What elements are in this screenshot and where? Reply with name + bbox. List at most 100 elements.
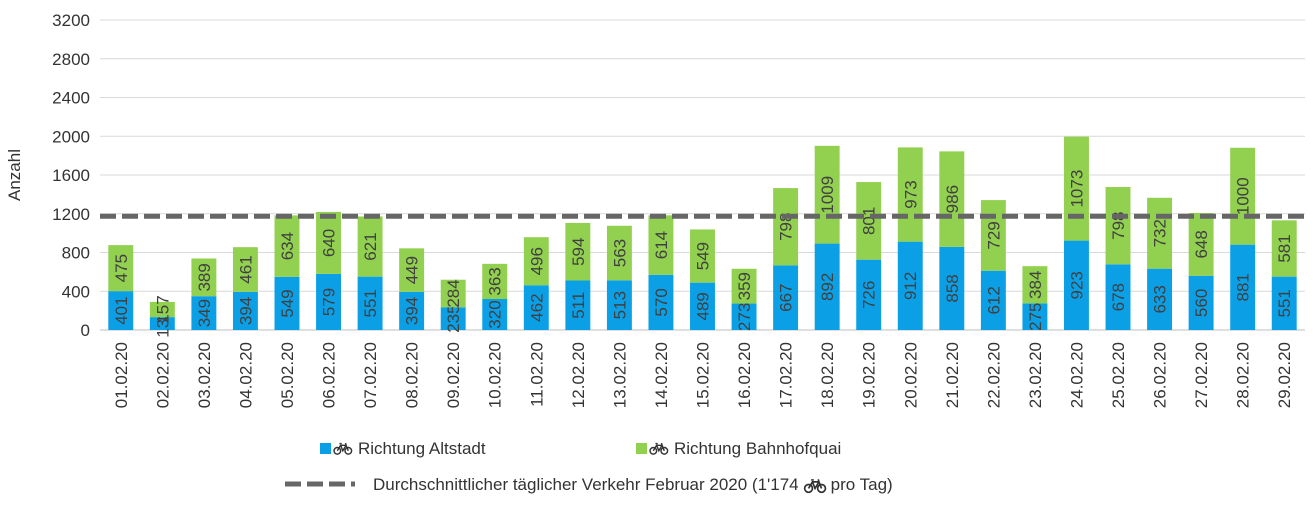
value-label: 551 [1275,289,1294,317]
bar-segment [856,259,882,330]
value-label: 475 [112,254,131,282]
legend-swatch [320,443,331,454]
value-label: 275 [1026,302,1045,330]
bike-icon [803,479,827,494]
bar-segment [814,145,840,244]
y-tick-label: 3200 [52,11,90,30]
x-tick-label: 08.02.20 [403,342,422,408]
value-label: 384 [1026,271,1045,299]
x-tick-label: 18.02.20 [818,342,837,408]
y-tick-label: 0 [81,321,90,340]
x-tick-label: 11.02.20 [527,342,546,407]
bar-segment [108,291,134,330]
value-label: 563 [610,239,629,267]
legend-label: pro Tag) [831,475,893,494]
value-label: 1009 [818,176,837,214]
value-label: 235 [444,304,463,332]
value-label: 513 [610,291,629,319]
bar-segment [565,222,591,281]
x-tick-label: 04.02.20 [236,342,255,408]
legend-label: Richtung Bahnhofquai [674,439,841,458]
bar-segment [274,215,300,277]
value-label: 634 [278,232,297,260]
x-tick-label: 19.02.20 [860,342,879,408]
value-label: 394 [403,297,422,325]
y-tick-label: 400 [62,282,90,301]
bar-segment [1188,275,1214,330]
wheel [803,483,814,494]
value-label: 732 [1151,219,1170,247]
bar-segment [316,211,341,274]
x-tick-label: 03.02.20 [195,342,214,408]
value-label: 401 [112,296,131,324]
bike-icon [333,442,353,455]
bar-segment [939,151,965,247]
bar-segment [648,215,674,275]
x-tick-label: 12.02.20 [569,342,588,408]
bar-segment [1022,266,1048,304]
value-label: 549 [694,242,713,270]
y-tick-label: 2400 [52,89,90,108]
bar-segment [232,247,258,292]
bar-segment [773,188,799,266]
bar-segment [1105,264,1131,330]
bar-segment [1230,244,1256,330]
legend-swatch [636,443,647,454]
bar-segment [191,258,217,297]
value-label: 449 [403,256,422,284]
value-label: 489 [694,292,713,320]
bar-segment [648,274,674,330]
x-tick-label: 05.02.20 [278,342,297,408]
value-label: 394 [236,297,255,325]
bar-segment [1022,303,1048,330]
x-tick-label: 15.02.20 [694,342,713,408]
y-tick-label: 800 [62,244,90,263]
value-label: 621 [361,232,380,260]
value-label: 892 [818,273,837,301]
x-tick-label: 22.02.20 [984,342,1003,408]
value-label: 648 [1192,230,1211,258]
value-label: 1000 [1234,177,1253,215]
y-tick-label: 2800 [52,50,90,69]
bar-segment [565,280,591,330]
x-tick-label: 06.02.20 [320,342,339,408]
value-label: 511 [569,292,588,319]
value-label: 640 [320,229,339,257]
bar-segment [897,147,923,242]
bike-icon [649,442,669,455]
wheel [649,446,658,455]
value-label: 363 [486,267,505,295]
bar-segment [814,243,840,330]
value-label: 349 [195,299,214,327]
bar-segment [274,276,300,330]
value-label: 581 [1275,234,1294,262]
bar-segment [1064,240,1089,330]
value-label: 614 [652,231,671,259]
bar-segment [191,296,217,330]
bar-segment [1147,197,1173,269]
bar-segment [1230,147,1256,245]
bar-segment [357,276,383,330]
value-label: 549 [278,289,297,317]
wheel [660,446,669,455]
bar-segment [856,182,882,260]
x-tick-label: 17.02.20 [777,342,796,408]
y-tick-label: 1600 [52,166,90,185]
value-label: 801 [860,207,879,235]
bar-segment [440,279,466,308]
bar-segment [399,291,425,330]
value-label: 389 [195,263,214,291]
bar-segment [1064,136,1089,241]
legend-label: Durchschnittlicher täglicher Verkehr Feb… [373,475,799,494]
wheel [333,446,342,455]
value-label: 273 [735,303,754,331]
y-axis-title: Anzahl [5,149,24,201]
bar-segment [232,291,258,330]
value-label: 729 [984,221,1003,249]
bar-segment [357,216,383,277]
value-label: 284 [444,279,463,307]
value-label: 320 [486,300,505,328]
bar-segment [1105,187,1131,265]
x-tick-label: 09.02.20 [444,342,463,408]
